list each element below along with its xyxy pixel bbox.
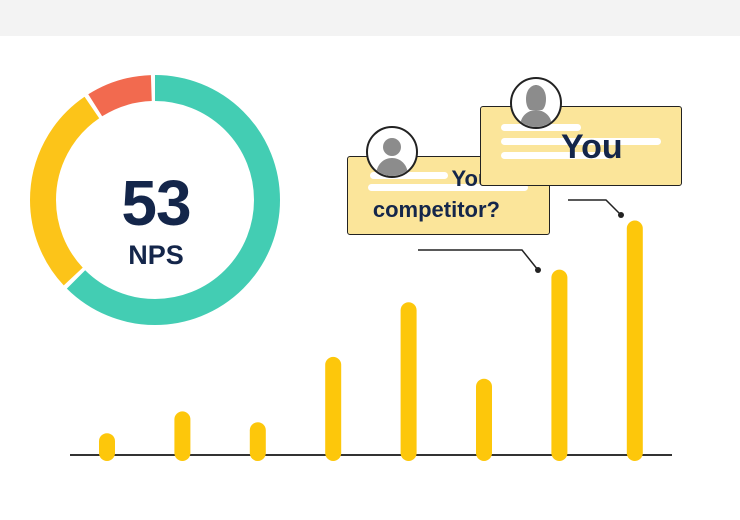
bar-2 — [174, 411, 191, 461]
donut-segment-promoters — [30, 75, 280, 325]
person-icon — [376, 138, 408, 176]
you-avatar — [510, 77, 562, 129]
competitor-avatar — [366, 126, 418, 178]
top-band — [0, 0, 740, 36]
bar-5 — [400, 302, 417, 461]
you-leader-line — [568, 199, 622, 216]
bar-3 — [249, 422, 266, 461]
nps-label: NPS — [128, 240, 184, 270]
placeholder-line — [370, 172, 448, 179]
bar-series — [99, 220, 643, 461]
bar-7 — [551, 269, 568, 461]
bar-4 — [325, 356, 342, 461]
you-card: You — [480, 106, 682, 186]
nps-score: 53 — [121, 167, 191, 239]
placeholder-line — [501, 138, 661, 145]
donut-segment-passives — [30, 75, 280, 325]
placeholder-line — [368, 184, 528, 191]
competitor-leader-line — [418, 249, 539, 271]
bar-1 — [99, 433, 115, 461]
nps-donut — [30, 75, 280, 325]
bar-8 — [626, 220, 643, 461]
competitor-leader-dot — [535, 267, 541, 273]
placeholder-line — [501, 152, 611, 159]
person-icon — [520, 85, 552, 127]
you-label: You — [561, 128, 623, 166]
you-leader-dot — [618, 212, 624, 218]
competitor-label: Your competitor? — [372, 166, 500, 222]
bar-6 — [476, 378, 492, 461]
